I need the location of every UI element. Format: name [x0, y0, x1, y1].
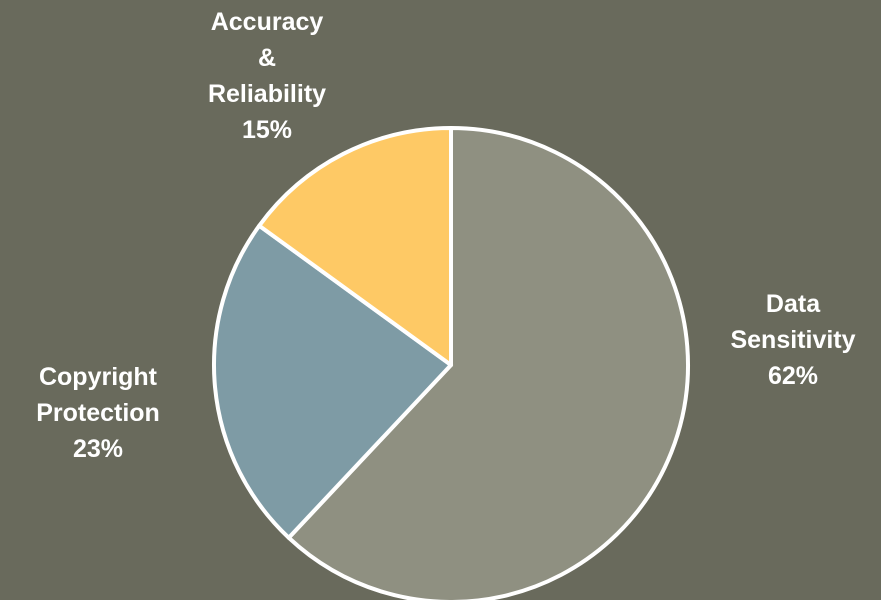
pie-slice-0 — [286, 126, 690, 600]
slice-value-label-2: 15% — [242, 116, 292, 144]
slice-category-label-1-line-0: Copyright — [39, 363, 158, 391]
slice-category-label-2-line-0: Accuracy — [211, 8, 324, 36]
slice-category-label-2-line-1: & — [258, 44, 276, 72]
pie-slice-1 — [212, 223, 453, 540]
slice-value-label-1: 23% — [73, 435, 123, 463]
slice-category-label-1-line-1: Protection — [36, 399, 160, 427]
pie-slice-2 — [257, 126, 453, 367]
slice-labels: Data Sensitivity 62% Copyright Protection 23%… — [36, 8, 855, 463]
slice-category-label-0-line-0: Data — [766, 290, 821, 318]
slice-category-label-2-line-2: Reliability — [208, 80, 326, 108]
slice-category-label-0-line-1: Sensitivity — [730, 326, 855, 354]
pie-slices — [212, 126, 690, 600]
slice-value-label-0: 62% — [768, 362, 818, 390]
